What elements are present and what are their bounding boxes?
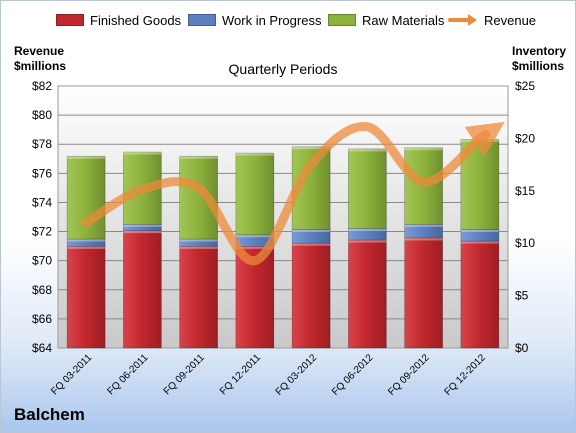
bar-work-in-progress: [460, 229, 500, 242]
right-axis-ticks: $0 $5 $10 $15 $20 $25: [515, 79, 535, 355]
x-axis-tick-label: FQ 09-2012: [386, 352, 432, 398]
right-axis-tick-label: $25: [515, 79, 535, 93]
legend-item-revenue: Revenue: [448, 10, 536, 30]
bar-finished-goods-highlight: [292, 243, 331, 246]
bar-finished-goods-highlight: [179, 246, 218, 249]
bar-work-in-progress-highlight: [348, 228, 387, 232]
legend-swatch-finished-goods: [56, 14, 84, 26]
bar-work-in-progress-highlight: [123, 224, 162, 227]
x-axis-tick-label: FQ 03-2011: [49, 352, 94, 397]
right-axis-tick-label: $5: [515, 289, 529, 303]
bar-raw-materials-highlight: [67, 156, 106, 159]
bar-finished-goods: [179, 246, 218, 349]
right-axis-title: Inventory $millions: [512, 44, 566, 74]
bar-raw-materials-highlight: [404, 147, 443, 151]
company-name: Balchem: [14, 405, 85, 424]
left-axis-title-line-2: $millions: [14, 59, 67, 73]
legend-label-raw-materials: Raw Materials: [362, 12, 445, 28]
right-axis-tick-label: $20: [515, 131, 535, 145]
legend-label-revenue: Revenue: [484, 12, 537, 28]
left-axis-tick-label: $80: [32, 108, 52, 122]
left-axis-tick-label: $74: [32, 195, 52, 209]
left-axis-title: Revenue $millions: [14, 44, 66, 74]
bar-work-in-progress-highlight: [460, 229, 499, 233]
left-axis-tick-label: $68: [32, 283, 52, 297]
left-axis-tick-label: $76: [32, 166, 52, 180]
left-axis-tick-label: $82: [32, 79, 52, 93]
right-axis-title-line-2: $millions: [512, 59, 565, 73]
x-axis-tick-label: FQ 03-2012: [274, 352, 320, 398]
bar-work-in-progress-highlight: [235, 234, 274, 238]
bar-work-in-progress-highlight: [292, 229, 331, 233]
left-axis-tick-label: $70: [32, 254, 52, 268]
legend: Finished Goods Work in Progress Raw Mate…: [0, 10, 576, 30]
x-axis-tick-label: FQ 06-2011: [106, 352, 151, 397]
bar-finished-goods-highlight: [460, 241, 499, 244]
legend-swatch-raw-materials: [328, 14, 356, 26]
bar-raw-materials: [348, 148, 387, 229]
bar-raw-materials-highlight: [179, 156, 218, 159]
bar-finished-goods: [123, 230, 162, 349]
right-axis-title-line-1: Inventory: [512, 44, 567, 58]
bar-finished-goods: [66, 246, 106, 349]
left-axis-title-line-1: Revenue: [14, 44, 65, 58]
bar-finished-goods: [460, 240, 500, 349]
x-axis-tick-label: FQ 06-2012: [330, 352, 376, 398]
bar-raw-materials-highlight: [348, 148, 387, 152]
chart-title: Quarterly Periods: [229, 61, 338, 77]
bar-raw-materials-highlight: [235, 153, 274, 156]
legend-item-finished-goods: Finished Goods: [56, 10, 181, 30]
bar-raw-materials: [235, 152, 275, 236]
x-axis-ticks: FQ 03-2011 FQ 06-2011 FQ 09-2011 FQ 12-2011…: [49, 352, 488, 398]
right-axis-tick-label: $0: [515, 341, 529, 355]
x-axis-tick-label: FQ 09-2011: [162, 352, 207, 397]
bar-finished-goods-highlight: [348, 240, 387, 243]
legend-swatch-work-in-progress: [188, 14, 216, 26]
bar-series: [66, 139, 500, 349]
bar-work-in-progress-highlight: [179, 239, 218, 242]
left-axis-tick-label: $72: [32, 225, 52, 239]
legend-item-work-in-progress: Work in Progress: [188, 10, 321, 30]
bar-work-in-progress-highlight: [404, 224, 443, 227]
bar-raw-materials-highlight: [123, 152, 162, 155]
legend-item-raw-materials: Raw Materials: [328, 10, 444, 30]
revenue-line: [81, 121, 505, 266]
bar-finished-goods-highlight: [404, 237, 443, 241]
x-axis-tick-label: FQ 12-2011: [218, 352, 263, 397]
bar-finished-goods: [291, 242, 331, 349]
bar-finished-goods: [404, 237, 443, 349]
bar-finished-goods-highlight: [235, 246, 274, 249]
bar-work-in-progress-highlight: [67, 239, 106, 242]
legend-label-finished-goods: Finished Goods: [90, 12, 182, 28]
legend-arrow-icon: [448, 14, 477, 26]
left-axis-ticks: $64 $66 $68 $70 $72 $74 $76 $78 $80 $82: [32, 79, 52, 355]
x-axis-tick-label: FQ 12-2012: [442, 352, 488, 398]
left-axis-tick-label: $78: [32, 137, 52, 151]
bar-finished-goods-highlight: [123, 230, 162, 234]
revenue-line-layer: [81, 121, 505, 266]
legend-label-work-in-progress: Work in Progress: [222, 12, 322, 28]
bar-finished-goods-highlight: [67, 246, 106, 249]
bar-work-in-progress: [291, 229, 331, 244]
left-axis-tick-label: $66: [32, 312, 52, 326]
right-axis-tick-label: $10: [515, 236, 535, 250]
bar-raw-materials-highlight: [292, 146, 331, 150]
bar-finished-goods: [348, 239, 387, 349]
left-axis-tick-label: $64: [32, 341, 52, 355]
right-axis-tick-label: $15: [515, 184, 535, 198]
